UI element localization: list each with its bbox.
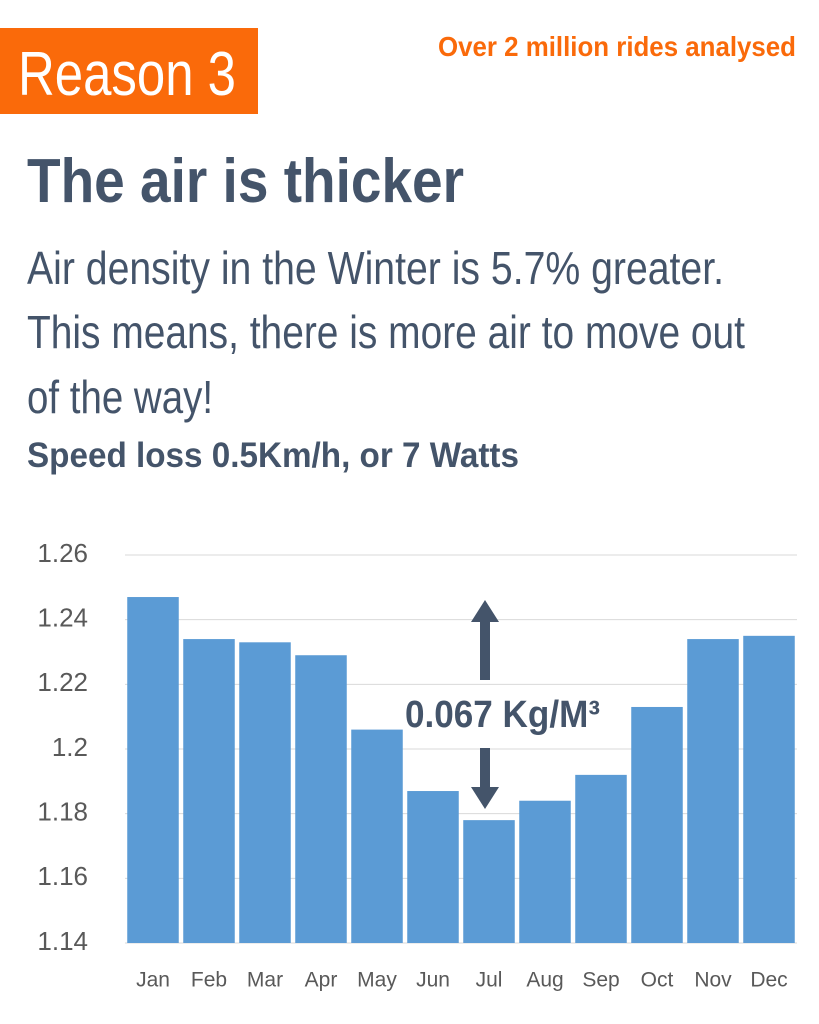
y-tick-label: 1.22 xyxy=(37,667,88,697)
body-line: This means, there is more air to move ou… xyxy=(27,306,745,358)
x-tick-label: Jun xyxy=(416,969,450,992)
x-tick-label: Oct xyxy=(641,969,674,992)
subhead: Speed loss 0.5Km/h, or 7 Watts xyxy=(27,436,519,475)
tagline: Over 2 million rides analysed xyxy=(438,31,796,62)
y-tick-label: 1.24 xyxy=(37,603,88,633)
bar xyxy=(519,800,571,943)
arrow-up xyxy=(471,600,499,680)
bar xyxy=(183,639,235,943)
x-tick-label: Jul xyxy=(476,969,503,992)
y-tick-label: 1.16 xyxy=(37,861,88,891)
bar xyxy=(463,820,515,943)
bar xyxy=(351,729,403,943)
y-tick-label: 1.2 xyxy=(52,732,88,762)
bar xyxy=(239,642,291,943)
headline: The air is thicker xyxy=(27,147,464,216)
y-tick-label: 1.18 xyxy=(37,797,88,827)
x-tick-label: Jan xyxy=(136,969,170,992)
x-tick-label: Feb xyxy=(191,969,227,992)
annotation: 0.067 Kg/M³ xyxy=(405,694,600,736)
x-tick-label: Mar xyxy=(247,969,283,992)
bar xyxy=(743,635,795,943)
chart: 1.14 1.16 1.18 1.2 1.22 1.24 1.26 Jan Feb Mar Apr M… xyxy=(37,538,797,992)
x-tick-label: Sep xyxy=(582,969,619,992)
bar xyxy=(127,597,179,943)
bar xyxy=(295,655,347,943)
body-line: of the way! xyxy=(27,371,213,423)
bar xyxy=(631,706,683,943)
bar xyxy=(575,774,627,943)
x-tick-label: Nov xyxy=(694,969,732,992)
body-line: Air density in the Winter is 5.7% greate… xyxy=(27,242,724,294)
bar xyxy=(407,791,459,943)
bar xyxy=(687,639,739,943)
x-tick-label: Dec xyxy=(750,969,787,992)
y-tick-label: 1.14 xyxy=(37,926,88,956)
badge: Reason 3 xyxy=(18,40,236,109)
arrow-down xyxy=(471,748,499,809)
range-arrows xyxy=(471,600,499,809)
x-tick-label: Apr xyxy=(305,969,338,992)
y-tick-label: 1.26 xyxy=(37,538,88,568)
x-tick-label: Aug xyxy=(526,969,563,992)
badge-box xyxy=(0,28,258,114)
x-tick-label: May xyxy=(357,969,397,992)
